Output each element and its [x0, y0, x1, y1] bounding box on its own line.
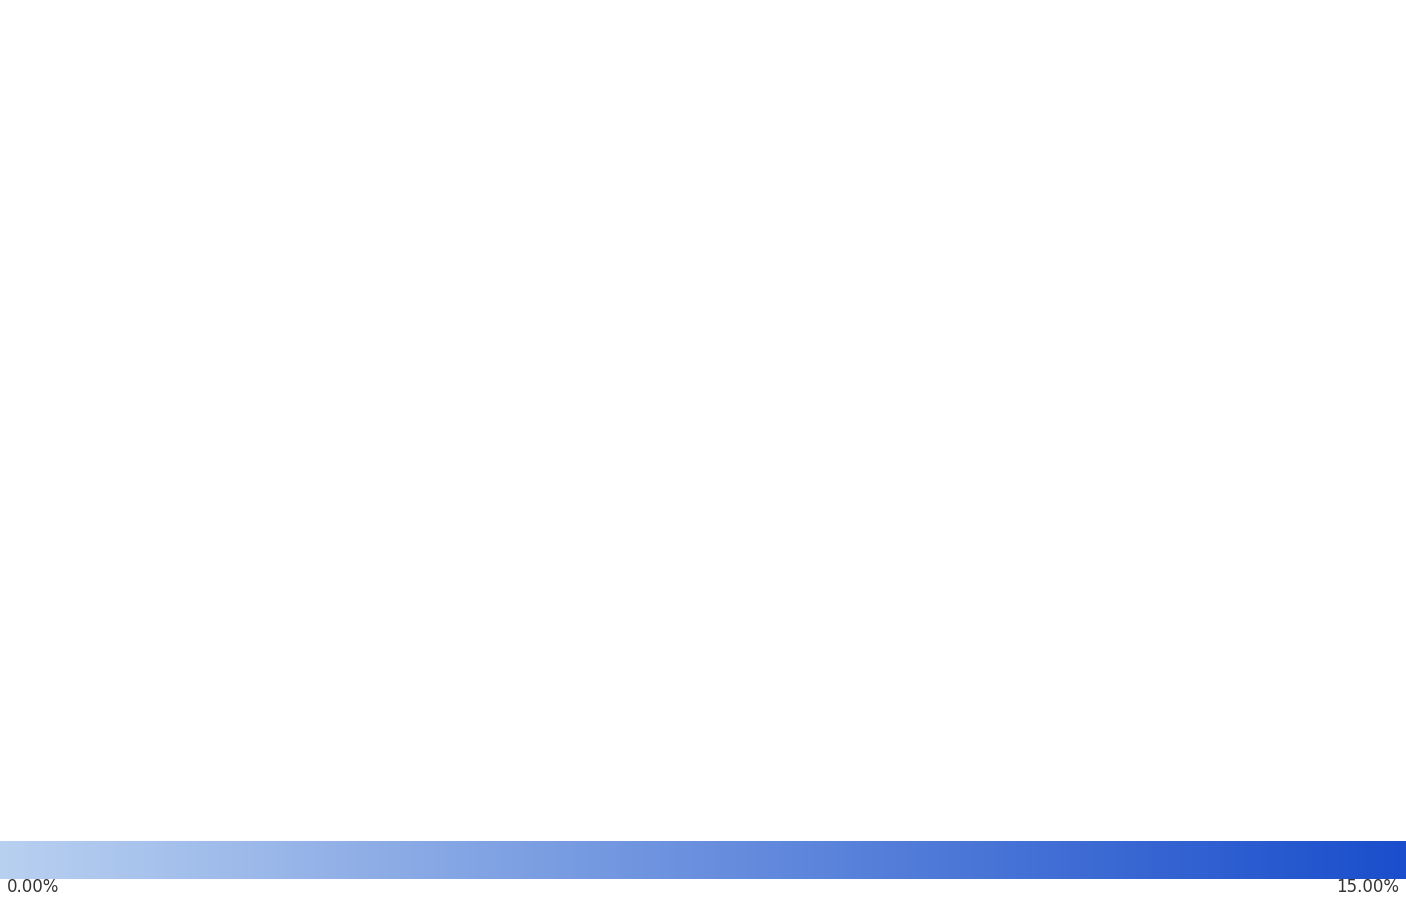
Text: 15.00%: 15.00%: [1336, 878, 1399, 896]
Text: 0.00%: 0.00%: [7, 878, 59, 896]
